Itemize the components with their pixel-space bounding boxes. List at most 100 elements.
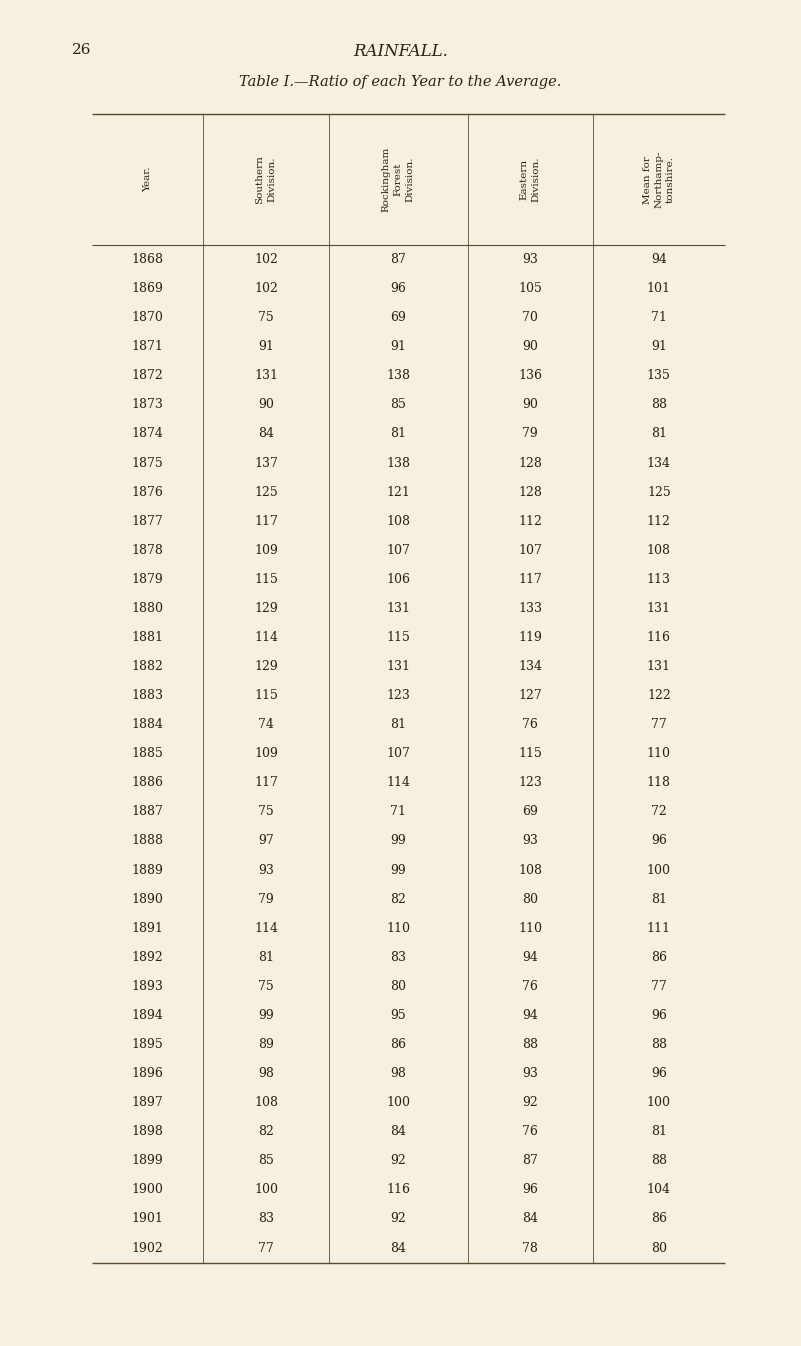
Text: 71: 71	[651, 311, 666, 324]
Text: 101: 101	[647, 283, 671, 295]
Text: 98: 98	[390, 1067, 406, 1079]
Text: 128: 128	[518, 486, 542, 498]
Text: 96: 96	[651, 1010, 666, 1022]
Text: 131: 131	[386, 660, 410, 673]
Text: 1901: 1901	[132, 1213, 163, 1225]
Text: 93: 93	[522, 1067, 538, 1079]
Text: 77: 77	[651, 719, 666, 731]
Text: 119: 119	[518, 631, 542, 643]
Text: 125: 125	[647, 486, 670, 498]
Text: 1878: 1878	[132, 544, 163, 557]
Text: 134: 134	[518, 660, 542, 673]
Text: Table I.—Ratio of each Year to the Average.: Table I.—Ratio of each Year to the Avera…	[239, 75, 562, 89]
Text: 108: 108	[254, 1096, 278, 1109]
Text: 1890: 1890	[132, 892, 163, 906]
Text: 109: 109	[254, 747, 278, 760]
Text: 1902: 1902	[132, 1241, 163, 1254]
Text: 96: 96	[651, 835, 666, 848]
Text: 88: 88	[651, 1155, 667, 1167]
Text: 84: 84	[258, 428, 274, 440]
Text: 79: 79	[522, 428, 538, 440]
Text: Eastern
Division.: Eastern Division.	[520, 157, 541, 202]
Text: 92: 92	[390, 1213, 406, 1225]
Text: 91: 91	[258, 341, 274, 353]
Text: 69: 69	[390, 311, 406, 324]
Text: 115: 115	[518, 747, 542, 760]
Text: 128: 128	[518, 456, 542, 470]
Text: 112: 112	[518, 514, 542, 528]
Text: 1893: 1893	[132, 980, 163, 993]
Text: 1880: 1880	[131, 602, 163, 615]
Text: 88: 88	[651, 398, 667, 412]
Text: 93: 93	[258, 864, 274, 876]
Text: 114: 114	[254, 922, 278, 934]
Text: 1900: 1900	[132, 1183, 163, 1197]
Text: 88: 88	[651, 1038, 667, 1051]
Text: 1883: 1883	[131, 689, 163, 703]
Text: Southern
Division.: Southern Division.	[256, 155, 276, 205]
Text: 80: 80	[651, 1241, 667, 1254]
Text: 108: 108	[518, 864, 542, 876]
Text: 1885: 1885	[132, 747, 163, 760]
Text: 99: 99	[390, 864, 406, 876]
Text: 81: 81	[258, 950, 274, 964]
Text: 84: 84	[522, 1213, 538, 1225]
Text: 109: 109	[254, 544, 278, 557]
Text: 115: 115	[254, 573, 278, 586]
Text: 99: 99	[390, 835, 406, 848]
Text: 99: 99	[258, 1010, 274, 1022]
Text: 76: 76	[522, 1125, 538, 1139]
Text: 83: 83	[258, 1213, 274, 1225]
Text: 69: 69	[522, 805, 538, 818]
Text: 1884: 1884	[131, 719, 163, 731]
Text: 78: 78	[522, 1241, 538, 1254]
Text: 123: 123	[518, 777, 542, 789]
Text: 76: 76	[522, 980, 538, 993]
Text: 81: 81	[651, 892, 667, 906]
Text: 133: 133	[518, 602, 542, 615]
Text: 137: 137	[254, 456, 278, 470]
Text: 110: 110	[386, 922, 410, 934]
Text: 110: 110	[647, 747, 671, 760]
Text: 82: 82	[390, 892, 406, 906]
Text: 1872: 1872	[132, 369, 163, 382]
Text: 1898: 1898	[132, 1125, 163, 1139]
Text: 131: 131	[647, 660, 671, 673]
Text: 138: 138	[386, 456, 410, 470]
Text: 134: 134	[647, 456, 671, 470]
Text: 85: 85	[258, 1155, 274, 1167]
Text: 94: 94	[651, 253, 666, 267]
Text: RAINFALL.: RAINFALL.	[353, 43, 448, 61]
Text: 131: 131	[254, 369, 278, 382]
Text: 70: 70	[522, 311, 538, 324]
Text: 96: 96	[651, 1067, 666, 1079]
Text: 1887: 1887	[132, 805, 163, 818]
Text: 135: 135	[647, 369, 670, 382]
Text: 107: 107	[386, 544, 410, 557]
Text: 89: 89	[258, 1038, 274, 1051]
Text: 92: 92	[522, 1096, 538, 1109]
Text: 71: 71	[390, 805, 406, 818]
Text: 104: 104	[647, 1183, 671, 1197]
Text: 92: 92	[390, 1155, 406, 1167]
Text: 116: 116	[647, 631, 671, 643]
Text: 93: 93	[522, 835, 538, 848]
Text: 127: 127	[518, 689, 542, 703]
Text: 112: 112	[647, 514, 670, 528]
Text: 117: 117	[254, 514, 278, 528]
Text: 81: 81	[390, 719, 406, 731]
Text: 72: 72	[651, 805, 666, 818]
Text: 96: 96	[522, 1183, 538, 1197]
Text: 100: 100	[647, 1096, 671, 1109]
Text: Mean for
Northamp-
tonshire.: Mean for Northamp- tonshire.	[642, 151, 675, 209]
Text: Year.: Year.	[143, 167, 152, 192]
Text: 131: 131	[386, 602, 410, 615]
Text: 94: 94	[522, 950, 538, 964]
Text: 108: 108	[647, 544, 671, 557]
Text: 100: 100	[647, 864, 671, 876]
Text: 95: 95	[390, 1010, 406, 1022]
Text: 81: 81	[651, 428, 667, 440]
Text: 76: 76	[522, 719, 538, 731]
Text: 74: 74	[258, 719, 274, 731]
Text: 102: 102	[254, 253, 278, 267]
